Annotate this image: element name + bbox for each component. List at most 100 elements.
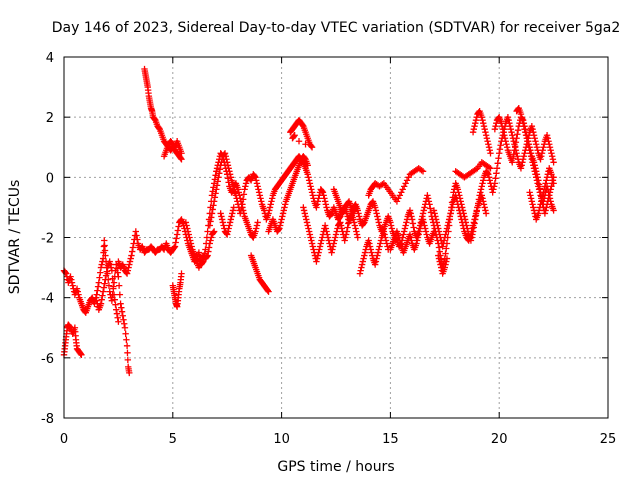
data-point — [402, 222, 409, 229]
data-point — [352, 225, 359, 232]
data-point — [479, 195, 486, 202]
data-point — [545, 138, 552, 145]
data-point — [278, 216, 285, 223]
data-point — [503, 144, 511, 151]
data-point — [121, 324, 129, 331]
data-point — [468, 228, 475, 235]
data-point — [332, 231, 340, 238]
data-point — [254, 219, 261, 226]
data-point — [433, 219, 441, 226]
data-point — [408, 216, 416, 223]
data-point — [204, 252, 211, 259]
data-point — [528, 198, 536, 205]
data-point — [445, 219, 452, 226]
data-point — [217, 210, 224, 217]
data-point — [511, 141, 518, 148]
data-point — [471, 216, 478, 223]
data-point — [413, 240, 420, 247]
data-point — [322, 201, 330, 208]
data-point — [224, 231, 231, 238]
data-point — [276, 222, 284, 229]
data-point — [102, 252, 109, 259]
data-point — [485, 171, 492, 178]
data-point — [519, 159, 526, 166]
data-point — [441, 264, 448, 271]
data-point — [323, 228, 330, 235]
data-point — [276, 225, 283, 232]
data-point — [546, 192, 553, 199]
data-point — [388, 225, 396, 232]
data-point — [74, 288, 81, 295]
data-point — [113, 310, 121, 317]
data-point — [118, 304, 125, 311]
data-point — [300, 207, 308, 214]
data-point — [509, 135, 517, 142]
data-point — [97, 264, 105, 271]
data-point — [527, 150, 534, 157]
data-point — [376, 243, 383, 250]
data-point — [472, 166, 480, 173]
data-point — [226, 219, 234, 226]
data-point — [128, 252, 135, 259]
data-point — [224, 175, 232, 182]
data-point — [513, 150, 520, 157]
data-point — [268, 195, 276, 202]
data-point — [317, 240, 324, 247]
data-point — [305, 225, 312, 232]
data-point — [304, 222, 311, 229]
data-point — [435, 252, 442, 259]
data-point — [491, 180, 499, 187]
data-point — [123, 336, 130, 343]
data-point — [107, 264, 115, 271]
data-point — [546, 141, 553, 148]
data-point — [548, 174, 556, 181]
data-point — [97, 269, 104, 276]
data-point — [225, 165, 232, 172]
data-point — [529, 159, 536, 166]
data-point — [215, 174, 222, 181]
data-point — [453, 198, 461, 205]
data-point — [210, 202, 217, 209]
data-point — [95, 279, 103, 286]
data-point — [344, 224, 351, 231]
data-point — [343, 228, 351, 235]
data-point — [351, 222, 359, 229]
data-point — [427, 205, 434, 212]
data-point — [520, 122, 528, 130]
data-point — [540, 144, 547, 151]
data-point — [97, 300, 105, 307]
data-point — [524, 138, 531, 145]
data-point — [374, 249, 382, 256]
data-point — [532, 174, 540, 181]
data-point — [547, 186, 554, 193]
data-point — [485, 144, 493, 151]
data-point — [320, 192, 327, 199]
data-point — [178, 150, 185, 157]
data-point — [522, 129, 529, 136]
data-point — [268, 198, 275, 205]
data-point — [405, 174, 412, 181]
data-point — [443, 225, 451, 232]
data-point — [547, 147, 554, 154]
data-point — [502, 138, 509, 145]
data-point — [240, 210, 248, 217]
data-point — [329, 246, 336, 253]
data-point — [492, 122, 499, 130]
data-point — [400, 183, 408, 190]
data-point — [125, 264, 132, 271]
data-point — [505, 116, 512, 124]
data-point — [325, 237, 332, 244]
data-point — [203, 253, 211, 260]
data-point — [367, 246, 375, 253]
data-point — [224, 162, 232, 169]
data-point — [115, 273, 122, 280]
data-point — [205, 248, 212, 255]
data-point — [208, 234, 215, 241]
data-point — [517, 110, 525, 118]
data-point — [538, 198, 545, 205]
data-point — [314, 252, 322, 259]
data-point — [188, 243, 195, 250]
data-point — [308, 189, 316, 196]
data-point — [207, 237, 214, 244]
data-point — [69, 282, 76, 289]
